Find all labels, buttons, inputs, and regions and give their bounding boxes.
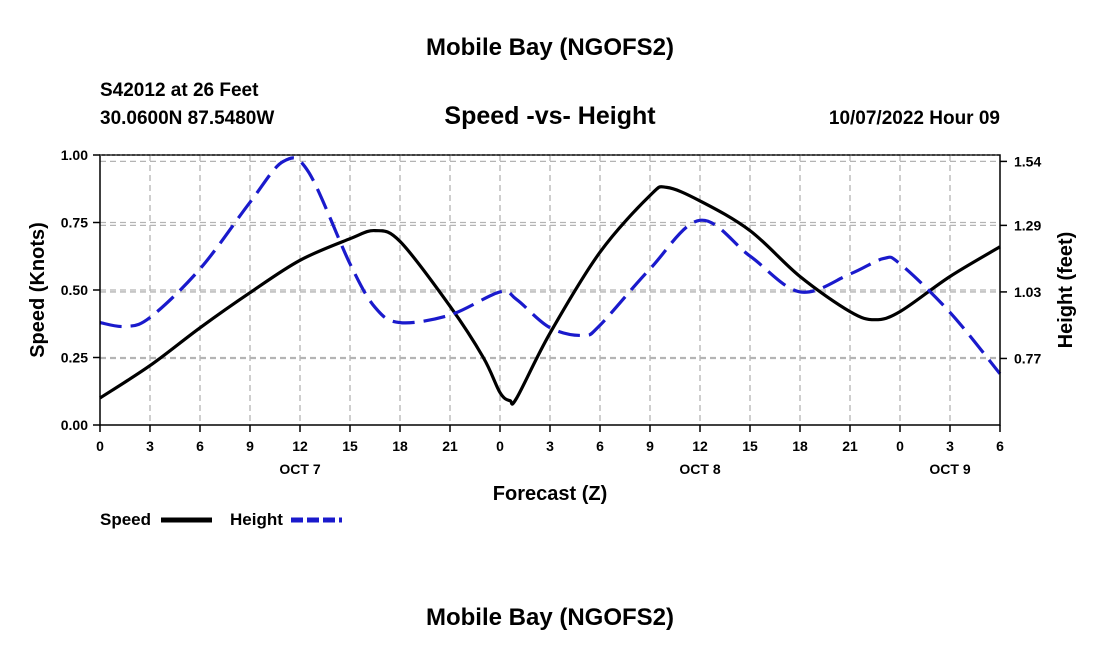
x-axis: 0 3 6 9 12 15 18 21 0 3 6 9 12 15 18 21 0 3 6	[96, 425, 1004, 454]
chart-title: Speed -vs- Height	[444, 102, 656, 130]
x-tick-label: 12	[292, 438, 308, 454]
x-tick-label: 18	[792, 438, 808, 454]
day-label: OCT 8	[679, 461, 720, 477]
series-lines	[99, 156, 1002, 406]
x-tick-label: 3	[946, 438, 954, 454]
x-tick-label: 3	[146, 438, 154, 454]
y-tick-label: 0.25	[61, 350, 88, 366]
y-axis-label: Speed (Knots)	[27, 222, 49, 358]
x-tick-label: 9	[646, 438, 654, 454]
y2-tick-label: 1.54	[1014, 153, 1041, 169]
legend: Speed Height	[100, 510, 342, 529]
y-axis-left: 0.00 0.25 0.50 0.75 1.00	[61, 147, 100, 433]
y-tick-label: 0.00	[61, 417, 88, 433]
y2-tick-label: 1.29	[1014, 217, 1041, 233]
y2-tick-label: 0.77	[1014, 350, 1041, 366]
x-tick-label: 0	[896, 438, 904, 454]
coords-label: 30.0600N 87.5480W	[100, 108, 274, 129]
grid-lines	[100, 155, 1000, 425]
datetime-label: 10/07/2022 Hour 09	[829, 108, 1000, 129]
series-line-speed	[99, 185, 1001, 406]
x-tick-label: 15	[342, 438, 358, 454]
x-tick-label: 18	[392, 438, 408, 454]
legend-speed-label: Speed	[100, 510, 151, 529]
x-tick-label: 15	[742, 438, 758, 454]
x-tick-label: 21	[842, 438, 858, 454]
series-line-height	[99, 156, 1002, 375]
legend-height-label: Height	[230, 510, 283, 529]
x-tick-label: 21	[442, 438, 458, 454]
day-label: OCT 9	[929, 461, 970, 477]
day-label: OCT 7	[279, 461, 320, 477]
x-tick-label: 3	[546, 438, 554, 454]
y2-tick-label: 1.03	[1014, 284, 1041, 300]
x-tick-label: 9	[246, 438, 254, 454]
y-tick-label: 0.50	[61, 282, 88, 298]
x-tick-label: 12	[692, 438, 708, 454]
day-labels: OCT 7 OCT 8 OCT 9	[279, 461, 970, 477]
y-axis-right: 0.77 1.03 1.29 1.54	[1000, 153, 1041, 366]
station-label: S42012 at 26 Feet	[100, 80, 259, 101]
x-tick-label: 0	[96, 438, 104, 454]
y2-axis-label: Height (feet)	[1055, 232, 1077, 349]
x-axis-label: Forecast (Z)	[493, 483, 607, 505]
x-tick-label: 6	[996, 438, 1004, 454]
top-title: Mobile Bay (NGOFS2)	[426, 34, 674, 61]
x-tick-label: 6	[596, 438, 604, 454]
x-tick-label: 6	[196, 438, 204, 454]
x-tick-label: 0	[496, 438, 504, 454]
y-tick-label: 0.75	[61, 215, 88, 231]
bottom-title: Mobile Bay (NGOFS2)	[426, 604, 674, 631]
y-tick-label: 1.00	[61, 147, 88, 163]
